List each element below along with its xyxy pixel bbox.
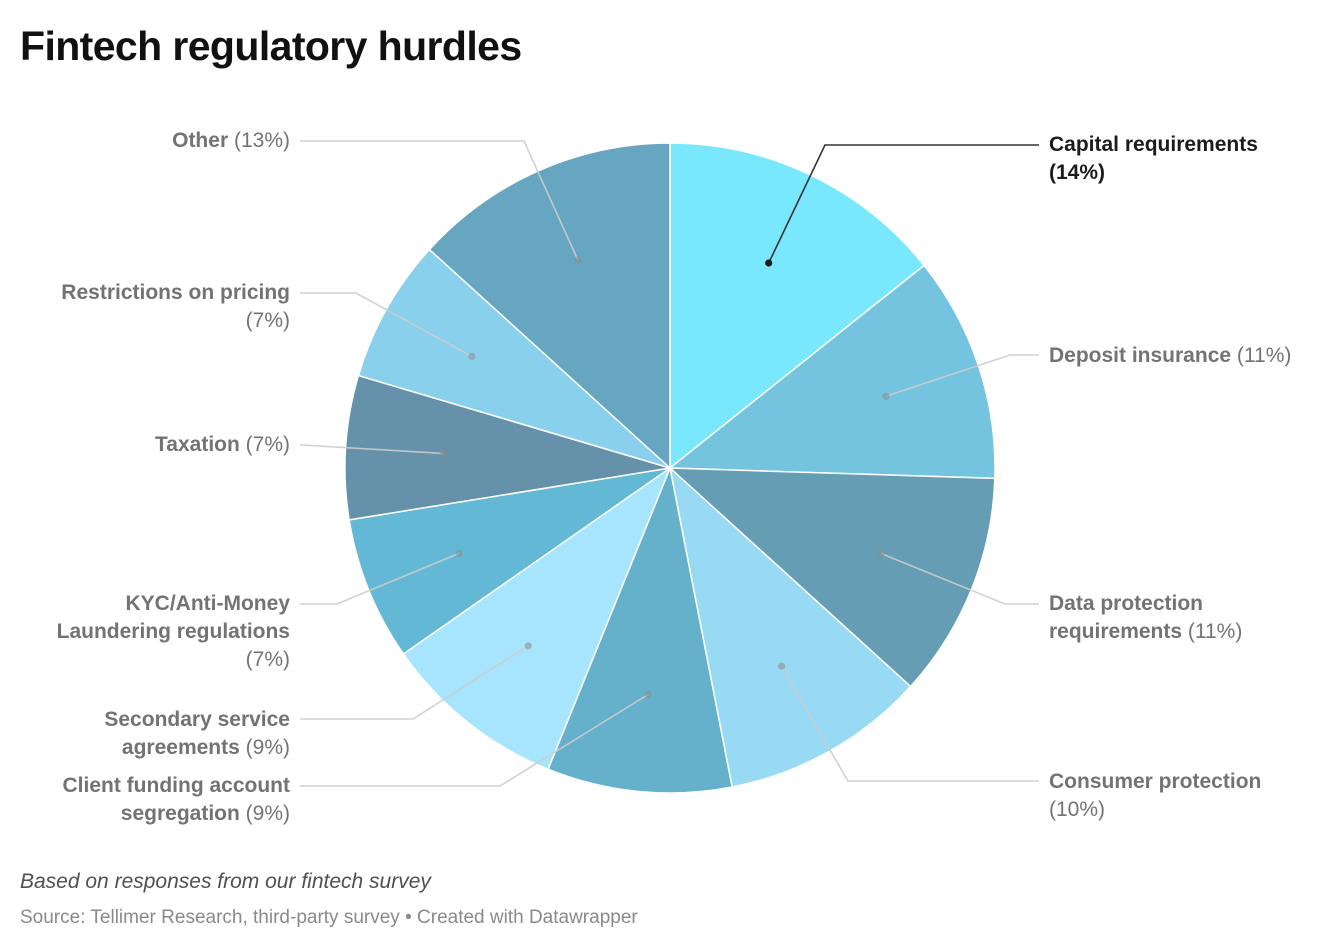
slice-label: Client funding account segregation (9%) [0,772,290,828]
slice-label-value: (9%) [245,736,290,759]
slice-label-value: (13%) [233,129,290,152]
source-text: Tellimer Research, third-party survey [90,907,400,928]
leader-dot [644,690,652,699]
slice-label-name: Other [172,129,229,152]
slice-label-value: (11%) [1187,620,1243,643]
leader-line [300,444,444,455]
slice-label-name: Client funding account segregation [62,774,290,825]
slice-label-name: Secondary service agreements [104,708,290,759]
slice-label: Restrictions on pricing (7%) [30,279,290,335]
leader-dot [574,256,582,264]
pie-slice[interactable] [357,248,671,469]
slice-label-value: (7%) [245,433,290,456]
slice-label-value: (7%) [245,309,290,332]
leader-line [885,354,1039,398]
slice-label-name: Deposit insurance [1049,344,1232,367]
leader-dot [455,549,463,558]
slice-label-value: (10%) [1049,798,1106,821]
leader-dot [882,392,890,400]
slice-label-value: (14%) [1049,161,1106,184]
leader-dot [439,449,447,457]
source-label: Source: [20,907,86,928]
slice-label: Deposit insurance (11%) [1049,342,1329,370]
leader-dot [877,549,885,558]
leader-line [300,292,473,358]
pie-slice[interactable] [669,467,912,788]
slice-label: Consumer protection (10%) [1049,768,1299,824]
leader-dot [778,662,786,670]
slice-label-value: (9%) [245,802,290,825]
slice-label: Data protection requirements (11%) [1049,590,1279,646]
slice-label: Secondary service agreements (9%) [0,706,290,762]
leader-line [300,552,460,605]
leader-dot [468,352,476,360]
slice-label: Capital requirements (14%) [1049,131,1299,187]
leader-line [300,693,649,787]
pie-slice[interactable] [547,467,733,794]
footer-separator: • [405,907,412,928]
slice-label-name: KYC/Anti-Money Laundering regulations [56,592,290,643]
leader-line [880,552,1039,605]
credit-text: Created with Datawrapper [417,907,638,928]
slice-label-name: Consumer protection [1049,770,1262,793]
pie-slice[interactable] [402,467,671,770]
slice-label: Other (13%) [30,127,290,155]
leader-line [767,144,1039,264]
leader-line [780,665,1039,782]
leader-dot [524,642,532,650]
pie-slice[interactable] [428,142,671,469]
leader-line [300,645,529,720]
slice-label: Taxation (7%) [30,431,290,459]
chart-title: Fintech regulatory hurdles [20,23,522,69]
slice-label: KYC/Anti-Money Laundering regulations (7… [30,590,290,674]
pie-slice[interactable] [348,467,671,655]
slice-label-value: (7%) [245,648,290,671]
chart-notes: Based on responses from our fintech surv… [20,870,431,893]
leader-line [300,140,579,261]
slice-label-value: (11%) [1236,344,1292,367]
slice-label-name: Restrictions on pricing [61,281,290,304]
slice-label-name: Taxation [155,433,240,456]
slice-label-name: Capital requirements [1049,133,1258,156]
chart-footer: Source: Tellimer Research, third-party s… [20,904,638,932]
slice-label-name: Data protection requirements [1049,592,1204,643]
leader-dot [765,259,773,267]
